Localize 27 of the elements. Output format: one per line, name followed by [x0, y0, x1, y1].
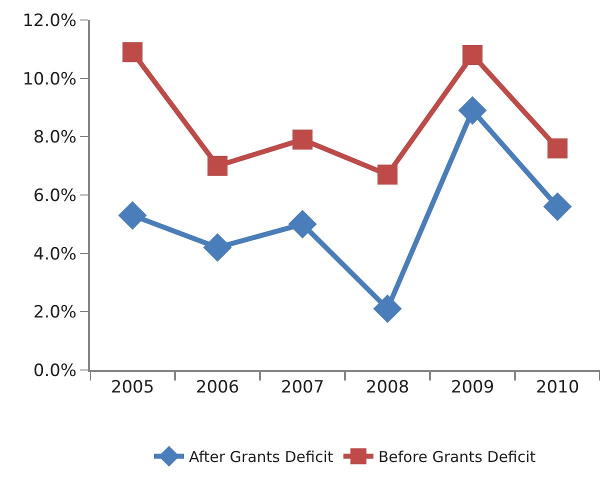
y-tick-label: 8.0%: [33, 128, 77, 148]
y-tick-label: 6.0%: [33, 186, 77, 206]
x-tick-label: 2006: [196, 377, 240, 398]
point: [292, 130, 312, 150]
point: [122, 42, 142, 62]
point: [118, 201, 147, 230]
x-tick-label: 2007: [280, 377, 324, 398]
point: [208, 156, 228, 176]
point: [548, 138, 568, 158]
y-tick-label: 2.0%: [33, 302, 77, 323]
x-tick-label: 2008: [366, 377, 410, 398]
point: [458, 96, 487, 125]
point: [378, 164, 398, 185]
legend-label: After Grants Deficit: [189, 448, 334, 466]
x-tick-label: 2005: [110, 377, 154, 398]
point: [203, 233, 232, 262]
y-tick-label: 0.0%: [33, 360, 77, 381]
legend-label: Before Grants Deficit: [378, 448, 536, 466]
point: [543, 192, 572, 221]
x-tick-label: 2010: [536, 377, 580, 398]
x-tick-label: 2009: [450, 377, 494, 398]
y-tick-label: 10.0%: [22, 69, 77, 90]
point: [288, 210, 317, 238]
point: [373, 294, 402, 324]
point: [462, 45, 482, 65]
y-tick-label: 12.0%: [22, 10, 77, 31]
y-tick-label: 4.0%: [33, 244, 77, 264]
